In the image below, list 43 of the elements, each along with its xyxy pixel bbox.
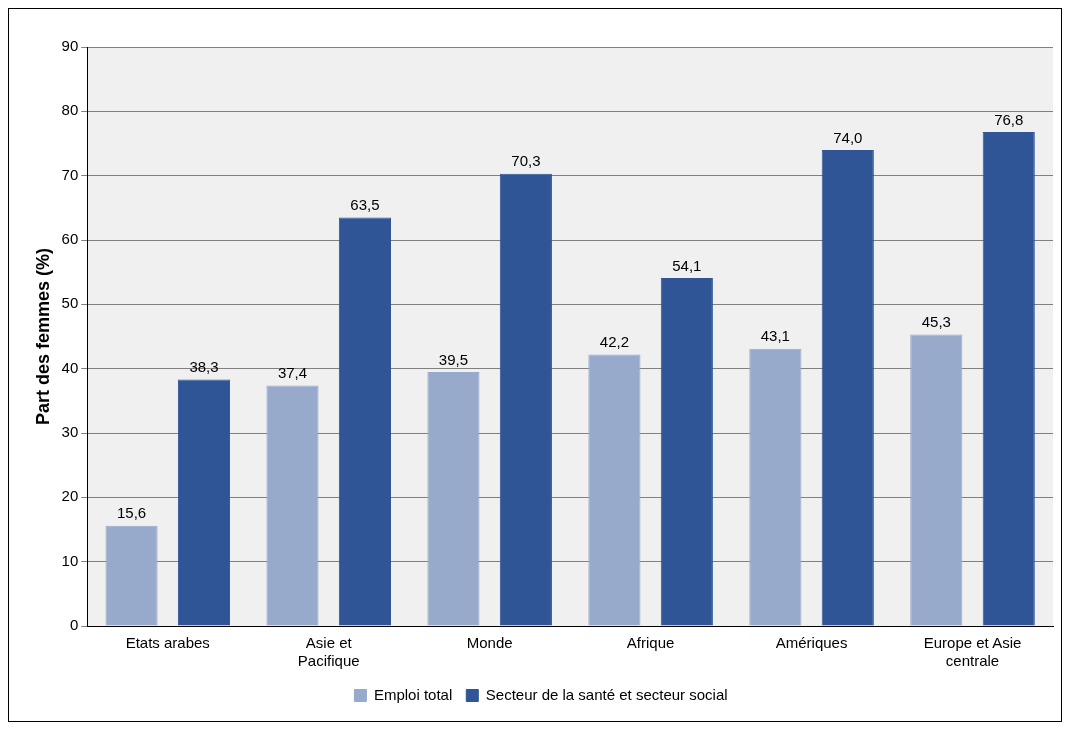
y-tick-label: 20: [61, 487, 79, 505]
bar: [749, 348, 802, 626]
bar: [266, 385, 319, 626]
bar: [427, 371, 480, 626]
x-tick-label: Amériques: [775, 634, 848, 652]
y-tick-label: 60: [61, 230, 79, 248]
data-label: 15,6: [116, 504, 147, 522]
data-label: 54,1: [672, 256, 702, 274]
data-label: 45,3: [921, 313, 951, 331]
y-tick-label: 80: [61, 101, 79, 119]
bar: [105, 525, 158, 626]
y-tick-label: 90: [61, 37, 79, 55]
data-label: 74,0: [833, 128, 863, 146]
data-label: 76,8: [994, 110, 1024, 128]
legend-label: Secteur de la santé et secteur social: [485, 685, 728, 703]
data-label: 63,5: [350, 196, 380, 214]
bar: [499, 173, 552, 626]
bar: [982, 131, 1035, 626]
legend-label: Emploi total: [373, 685, 453, 703]
y-tick-label: 0: [69, 616, 79, 634]
bar: [588, 354, 641, 626]
data-label: 39,5: [438, 350, 469, 368]
bar: [660, 277, 713, 626]
y-axis-title: Part des femmes (%): [32, 247, 53, 426]
bar: [338, 217, 391, 626]
data-label: 38,3: [189, 358, 219, 376]
y-tick-label: 30: [61, 423, 79, 441]
data-label: 42,2: [599, 333, 630, 351]
x-tick-label: Monde: [466, 634, 513, 652]
y-tick-label: 40: [61, 358, 79, 376]
x-tick-label: Afrique: [626, 634, 675, 652]
data-label: 43,1: [760, 327, 790, 345]
data-label: 70,3: [511, 152, 541, 170]
y-tick-label: 50: [61, 294, 79, 312]
x-tick-label: Asie et Pacifique: [297, 634, 360, 670]
bar: [910, 334, 963, 626]
y-tick-label: 10: [61, 551, 79, 569]
x-tick-label: Europe et Asie centrale: [923, 634, 1022, 670]
data-label: 37,4: [277, 364, 308, 382]
bar: [177, 379, 231, 626]
bar: [821, 149, 874, 626]
x-tick-label: Etats arabes: [125, 634, 210, 652]
y-tick-label: 70: [61, 165, 79, 183]
